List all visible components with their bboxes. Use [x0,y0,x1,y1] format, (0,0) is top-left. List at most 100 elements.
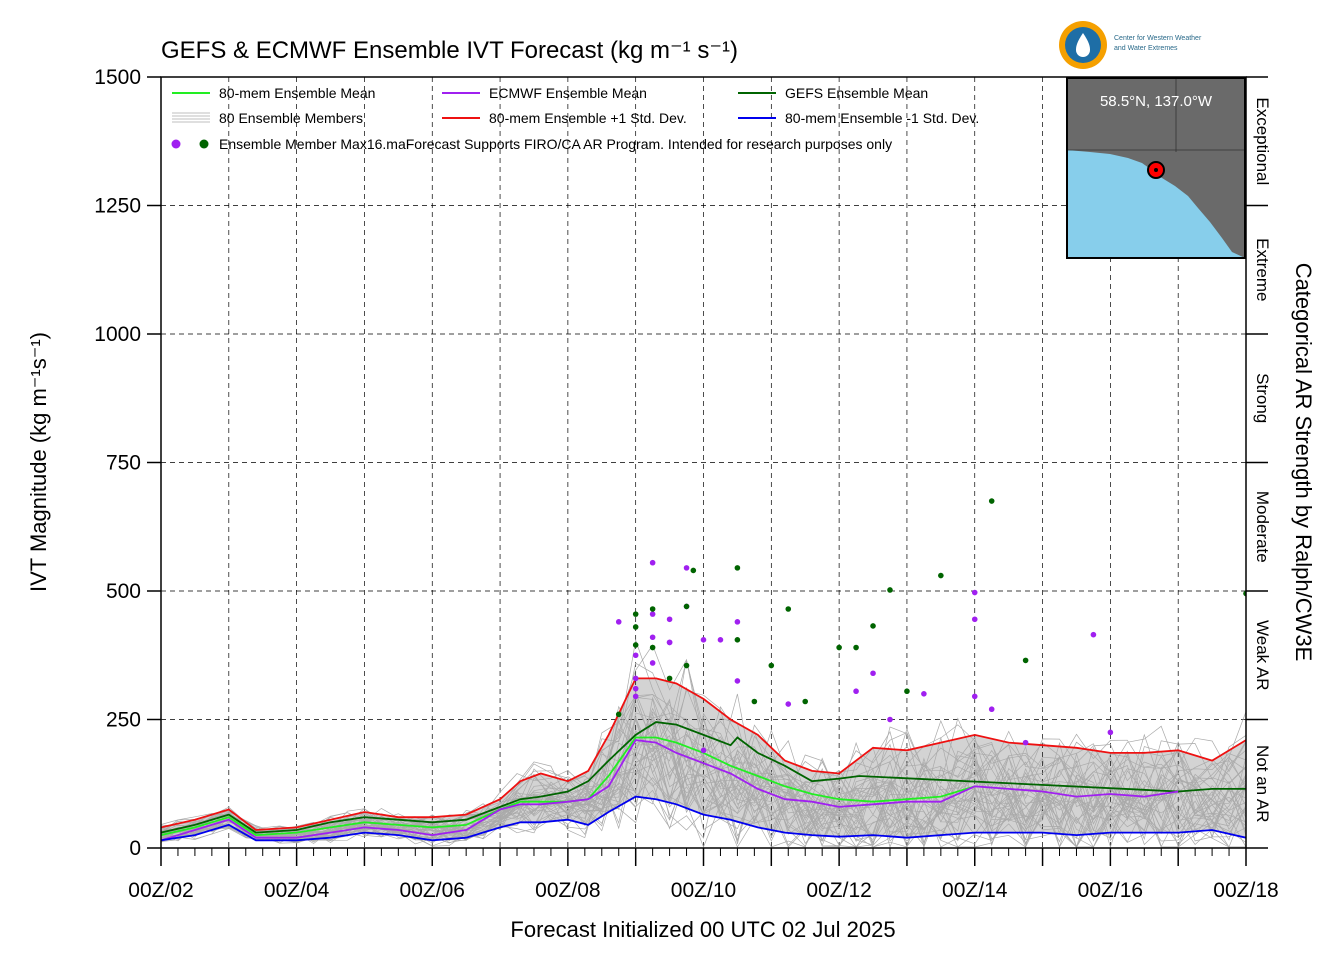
member-max-point [768,662,775,669]
member-max-point [1022,739,1029,746]
member-max-point [887,716,893,723]
right-axis-label: Categorical AR Strength by Ralph/CW3E [1291,263,1316,662]
ensemble-member-line [161,694,1246,837]
member-max-point [971,693,978,700]
x-tick-label: 00Z/02 [128,879,193,902]
legend-label: GEFS Ensemble Mean [785,85,928,101]
series-line [161,721,1246,834]
cw3e-logo: Center for Western Weather and Water Ext… [1059,21,1202,69]
x-tick-label: 00Z/12 [806,879,871,902]
member-max-point [734,565,741,571]
member-max-point [751,698,758,705]
member-max-point [938,572,944,579]
member-max-point [632,693,639,700]
logo-text-line1: Center for Western Weather [1114,35,1202,42]
y-axis-label: IVT Magnitude (kg m⁻¹s⁻¹) [26,332,51,592]
y-tick-label: 1500 [94,66,141,89]
x-tick-label: 00Z/04 [264,879,330,902]
series-line [161,677,1246,831]
member-max-point [649,606,656,612]
member-max-point [700,747,707,754]
member-max-point [785,701,792,707]
member-max-point [870,623,876,629]
member-max-point [632,685,639,692]
member-max-point [632,675,639,682]
member-max-point [632,652,639,659]
category-label: Not an AR [1253,745,1272,823]
ensemble-members [161,638,1246,848]
map-water [1067,150,1245,258]
legend-max-gefs-icon [199,139,209,149]
category-label: Weak AR [1253,620,1272,691]
series-lines [161,677,1246,842]
member-max-point [802,698,809,705]
member-max-point [615,619,622,625]
y-tick-label: 250 [106,709,141,732]
member-max-points [615,498,1246,754]
legend-label: 80 Ensemble Members [219,110,363,126]
member-max-point [690,567,697,574]
series-line [161,795,1246,842]
member-max-point [666,639,673,646]
y-tick-label: 1250 [94,195,141,218]
member-max-point [683,662,690,669]
y-tick-label: 500 [106,580,141,603]
member-max-point [666,675,673,682]
category-label: Moderate [1253,491,1272,563]
member-max-point [836,644,842,651]
member-max-point [971,589,978,596]
member-max-point [632,642,639,648]
member-max-point [853,688,859,695]
member-max-point [649,634,656,641]
member-max-point [649,559,656,566]
member-max-point [649,660,656,666]
member-max-point [988,706,995,713]
member-max-point [734,678,741,684]
member-max-point [1107,729,1114,736]
x-axis-label: Forecast Initialized 00 UTC 02 Jul 2025 [510,917,895,942]
member-max-point [971,616,978,623]
axes: 0 250 500 750 1000 1250 1500 00Z/02 00Z/04 00Z/06… [94,66,1278,902]
member-max-point [649,644,656,651]
member-max-point [649,611,656,617]
x-tick-label: 00Z/14 [942,879,1008,902]
series-line [161,739,1179,842]
member-max-point [683,603,690,610]
member-max-point [615,711,622,718]
member-max-point [904,688,910,695]
member-max-point [632,611,639,617]
member-max-point [700,637,707,643]
member-max-point [666,616,673,623]
y-tick-label: 1000 [94,323,141,346]
x-tick-label: 00Z/10 [671,879,736,902]
chart-title: GEFS & ECMWF Ensemble IVT Forecast (kg m… [161,37,738,64]
member-max-point [887,587,893,593]
ensemble-member-line [161,728,1246,841]
member-max-point [717,637,724,643]
member-max-point [785,606,792,612]
member-max-point [853,644,859,651]
legend-max-ecmwf-icon [171,139,181,149]
category-label: Exceptional [1253,97,1272,185]
ensemble-member-line [161,662,1246,833]
map-location-label: 58.5°N, 137.0°W [1100,93,1213,110]
legend-label: 80-mem Ensemble +1 Std. Dev. [489,110,687,126]
member-max-point [683,565,690,571]
ensemble-member-line [161,740,1246,848]
member-max-point [870,670,876,677]
y-tick-label: 750 [106,452,141,475]
ensemble-member-line [161,717,1246,847]
member-max-point [921,691,927,697]
category-label: Extreme [1253,238,1272,301]
member-max-point [734,637,741,643]
ensemble-member-line [161,748,1246,843]
legend-label: ECMWF Ensemble Mean [489,85,647,101]
x-tick-label: 00Z/08 [535,879,600,902]
logo-text-line2: and Water Extremes [1114,45,1178,52]
member-max-point [1090,631,1097,638]
y-tick-label: 0 [129,837,141,860]
member-max-point [1022,657,1029,664]
location-map-inset: 58.5°N, 137.0°W [1066,77,1246,259]
legend: 80-mem Ensemble Mean ECMWF Ensemble Mean G… [171,85,979,152]
